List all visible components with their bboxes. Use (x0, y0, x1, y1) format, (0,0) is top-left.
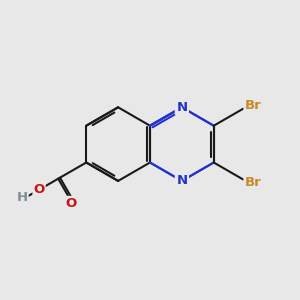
Text: O: O (34, 183, 45, 196)
Text: H: H (16, 191, 28, 204)
Text: N: N (176, 101, 188, 114)
Text: Br: Br (244, 99, 261, 112)
Text: Br: Br (244, 176, 261, 189)
Text: O: O (65, 197, 76, 210)
Text: N: N (176, 174, 188, 188)
